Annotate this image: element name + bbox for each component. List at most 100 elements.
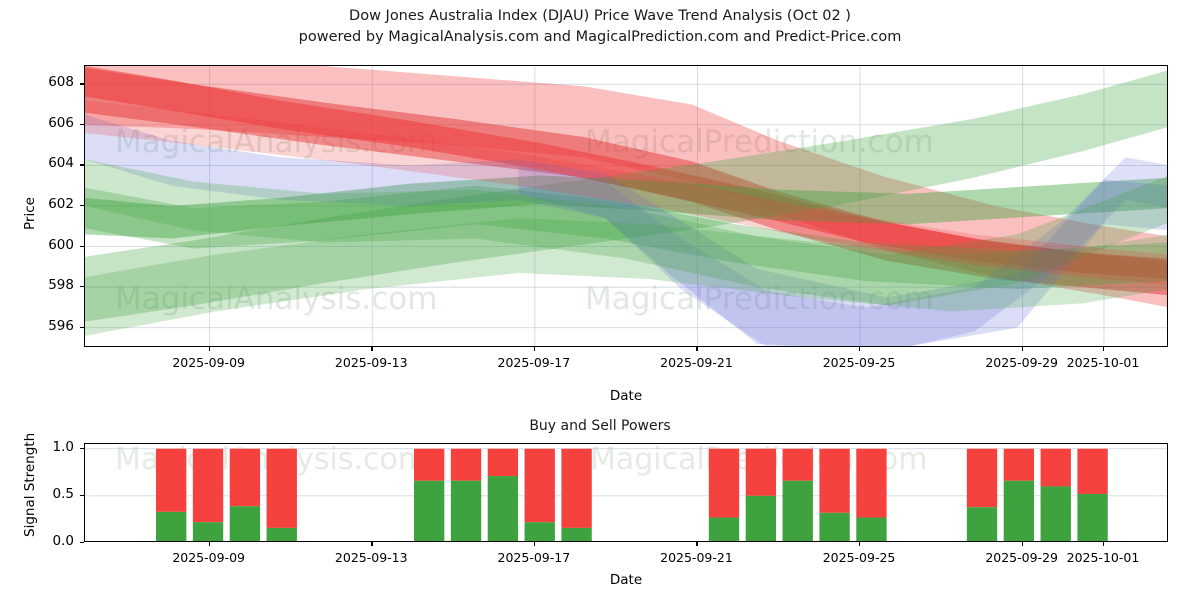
power-y-tick-label: 0.0: [52, 533, 74, 549]
bull-band-5: [85, 218, 1167, 336]
buy-power-bar: [856, 517, 887, 541]
power-y-tick-mark: [80, 494, 84, 497]
sell-power-bar: [561, 448, 592, 528]
power-y-axis-title: Signal Strength: [22, 432, 38, 537]
price-x-tick-mark: [1102, 347, 1105, 351]
sell-power-bar: [819, 448, 850, 513]
sell-power-bar: [524, 448, 555, 523]
bull-band-1: [85, 70, 1167, 322]
buy-power-bar: [745, 495, 777, 541]
price-y-tick-mark: [80, 286, 84, 288]
sell-power-bar: [413, 448, 445, 481]
price-x-tick-mark: [859, 347, 861, 351]
buy-power-bar: [966, 507, 998, 541]
sell-power-bar: [156, 448, 187, 512]
power-x-tick-mark: [859, 542, 861, 546]
buy-power-bar: [782, 480, 813, 541]
power-x-tick-mark: [1102, 542, 1105, 546]
price-y-axis-title: Price: [22, 197, 38, 230]
power-x-tick-label: 2025-09-17: [497, 550, 571, 565]
sell-power-bar: [192, 448, 224, 523]
price-x-tick-mark: [696, 347, 698, 351]
price-y-tick-label: 598: [48, 277, 74, 294]
power-x-tick-mark: [208, 542, 210, 546]
price-y-tick-mark: [80, 245, 84, 247]
sell-power-bar: [450, 448, 482, 481]
buy-power-bar: [229, 506, 261, 541]
price-x-tick-label: 2025-09-25: [822, 355, 896, 370]
price-y-tick-mark: [80, 204, 84, 207]
price-x-tick-label: 2025-09-17: [497, 355, 571, 370]
power-x-tick-mark: [371, 542, 373, 546]
power-chart-title: Buy and Sell Powers: [529, 418, 671, 434]
price-y-tick-label: 604: [48, 155, 74, 172]
price-x-axis-title: Date: [609, 388, 643, 404]
page-title: Dow Jones Australia Index (DJAU) Price W…: [349, 8, 851, 24]
buy-power-bar: [561, 527, 592, 541]
buy-sell-bars-svg: [85, 448, 1167, 541]
sell-power-bar: [782, 448, 813, 481]
power-x-tick-label: 2025-10-01: [1066, 550, 1140, 565]
power-y-tick-label: 0.5: [52, 485, 74, 502]
price-y-tick-mark: [80, 326, 84, 328]
sell-power-bar: [708, 448, 740, 518]
price-wave-svg: [85, 66, 1167, 346]
price-chart-panel: MagicalAnalysis.com MagicalPrediction.co…: [84, 65, 1168, 347]
price-y-tick-label: 602: [48, 195, 74, 212]
price-y-tick-mark: [80, 83, 84, 85]
power-chart-panel: MagicalAnalysis.com MagicalPrediction.co…: [84, 443, 1168, 542]
buy-power-bar: [450, 480, 482, 541]
sell-power-bar: [1040, 448, 1071, 487]
sell-power-bar: [266, 448, 297, 528]
power-y-tick-label: 1.0: [52, 438, 74, 455]
buy-power-bar: [487, 476, 519, 541]
buy-power-bar: [192, 522, 224, 541]
price-x-tick-mark: [533, 347, 536, 351]
power-plot-area: MagicalAnalysis.com MagicalPrediction.co…: [84, 443, 1168, 542]
price-x-tick-mark: [1021, 347, 1023, 351]
bull-band-2: [85, 175, 1167, 239]
price-x-tick-label: 2025-10-01: [1066, 355, 1140, 370]
buy-power-bar: [819, 512, 850, 541]
power-y-tick-mark: [80, 542, 84, 544]
price-y-tick-label: 600: [48, 236, 74, 253]
price-y-tick-label: 608: [48, 74, 74, 91]
price-plot-area: MagicalAnalysis.com MagicalPrediction.co…: [84, 65, 1168, 347]
power-x-tick-label: 2025-09-21: [660, 550, 733, 565]
bull-band-3: [85, 185, 1167, 290]
price-x-tick-label: 2025-09-09: [172, 355, 245, 370]
buy-power-bar: [524, 522, 555, 541]
price-y-tick-label: 606: [48, 114, 74, 131]
sell-power-bar: [1003, 448, 1035, 481]
power-x-tick-mark: [696, 542, 698, 546]
power-x-tick-mark: [1021, 542, 1023, 546]
buy-power-bar: [156, 511, 187, 541]
power-x-axis-title: Date: [609, 572, 643, 588]
power-x-tick-label: 2025-09-29: [985, 550, 1058, 565]
sell-power-bar: [745, 448, 777, 496]
power-x-tick-label: 2025-09-13: [334, 550, 408, 565]
price-y-tick-mark: [80, 164, 84, 166]
power-x-tick-mark: [533, 542, 536, 546]
bull-band-4: [85, 159, 1167, 306]
price-x-tick-label: 2025-09-29: [985, 355, 1058, 370]
price-y-tick-mark: [80, 123, 84, 126]
price-y-tick-label: 596: [48, 317, 74, 334]
neutral-band-2: [518, 157, 1167, 346]
sell-power-bar: [856, 448, 887, 518]
buy-power-bar: [1040, 486, 1071, 541]
buy-power-bar: [1077, 493, 1108, 541]
buy-power-bar: [708, 517, 740, 541]
buy-power-bar: [1003, 480, 1035, 541]
bear-band-3: [85, 66, 1167, 279]
price-x-tick-mark: [208, 347, 210, 351]
bear-band-4: [85, 100, 1167, 285]
power-x-tick-label: 2025-09-09: [172, 550, 245, 565]
power-y-tick-mark: [80, 447, 84, 449]
buy-power-bar: [413, 480, 445, 541]
price-x-tick-label: 2025-09-21: [660, 355, 733, 370]
price-x-tick-mark: [371, 347, 373, 351]
buy-power-bar: [266, 527, 297, 541]
page-subtitle: powered by MagicalAnalysis.com and Magic…: [298, 29, 902, 45]
